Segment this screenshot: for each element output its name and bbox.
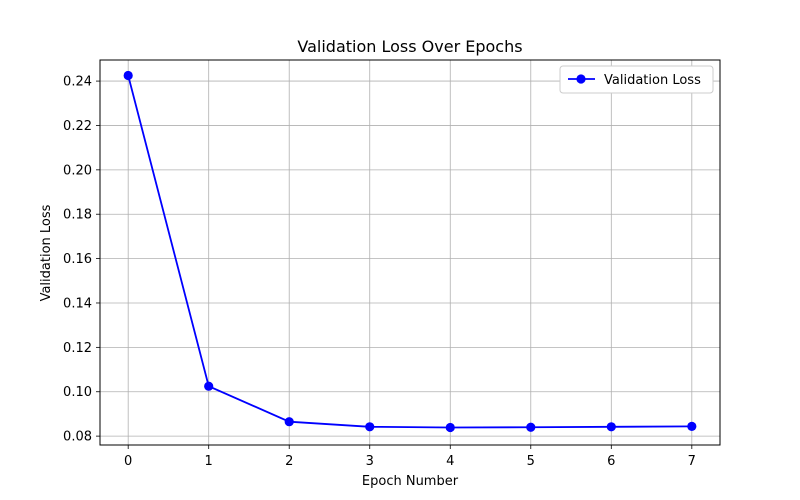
axis-ticks: 0 1 2 3 4 5 6 7 0.08 0.10 0.12 0.14 0.16 0.18 0.20 0.22… (63, 75, 696, 469)
x-axis-label: Epoch Number (362, 474, 459, 489)
grid (100, 60, 720, 445)
y-tick-label: 0.14 (63, 296, 92, 311)
x-tick-label: 1 (205, 454, 213, 469)
series-line (127, 75, 692, 429)
data-point (123, 70, 133, 81)
legend-label: Validation Loss (604, 73, 701, 88)
plot-frame (99, 59, 721, 446)
data-point (284, 417, 294, 427)
x-tick-label: 5 (527, 454, 535, 469)
data-point (445, 422, 455, 433)
x-tick-label: 4 (446, 454, 454, 469)
y-tick-label: 0.22 (63, 119, 92, 134)
data-point (204, 381, 214, 391)
data-point (606, 422, 616, 432)
x-tick-label: 0 (124, 454, 132, 469)
data-point (526, 422, 536, 432)
y-tick-label: 0.12 (63, 341, 92, 356)
y-tick-label: 0.16 (63, 252, 92, 267)
x-tick-label: 2 (285, 454, 293, 469)
legend-box (559, 65, 714, 94)
x-tick-label: 3 (366, 454, 374, 469)
legend-marker (576, 74, 586, 84)
y-tick-label: 0.24 (63, 75, 92, 90)
series-group (123, 70, 697, 433)
y-tick-label: 0.20 (63, 163, 92, 178)
y-tick-label: 0.10 (63, 385, 92, 400)
chart-title: Validation Loss Over Epochs (297, 37, 522, 56)
y-axis-label: Validation Loss (39, 204, 54, 301)
y-tick-label: 0.08 (63, 430, 92, 445)
data-point (365, 422, 375, 432)
x-tick-label: 7 (688, 454, 696, 469)
data-point (687, 421, 697, 431)
x-tick-label: 6 (607, 454, 615, 469)
legend: Validation Loss (559, 65, 714, 94)
y-tick-label: 0.18 (63, 208, 92, 223)
